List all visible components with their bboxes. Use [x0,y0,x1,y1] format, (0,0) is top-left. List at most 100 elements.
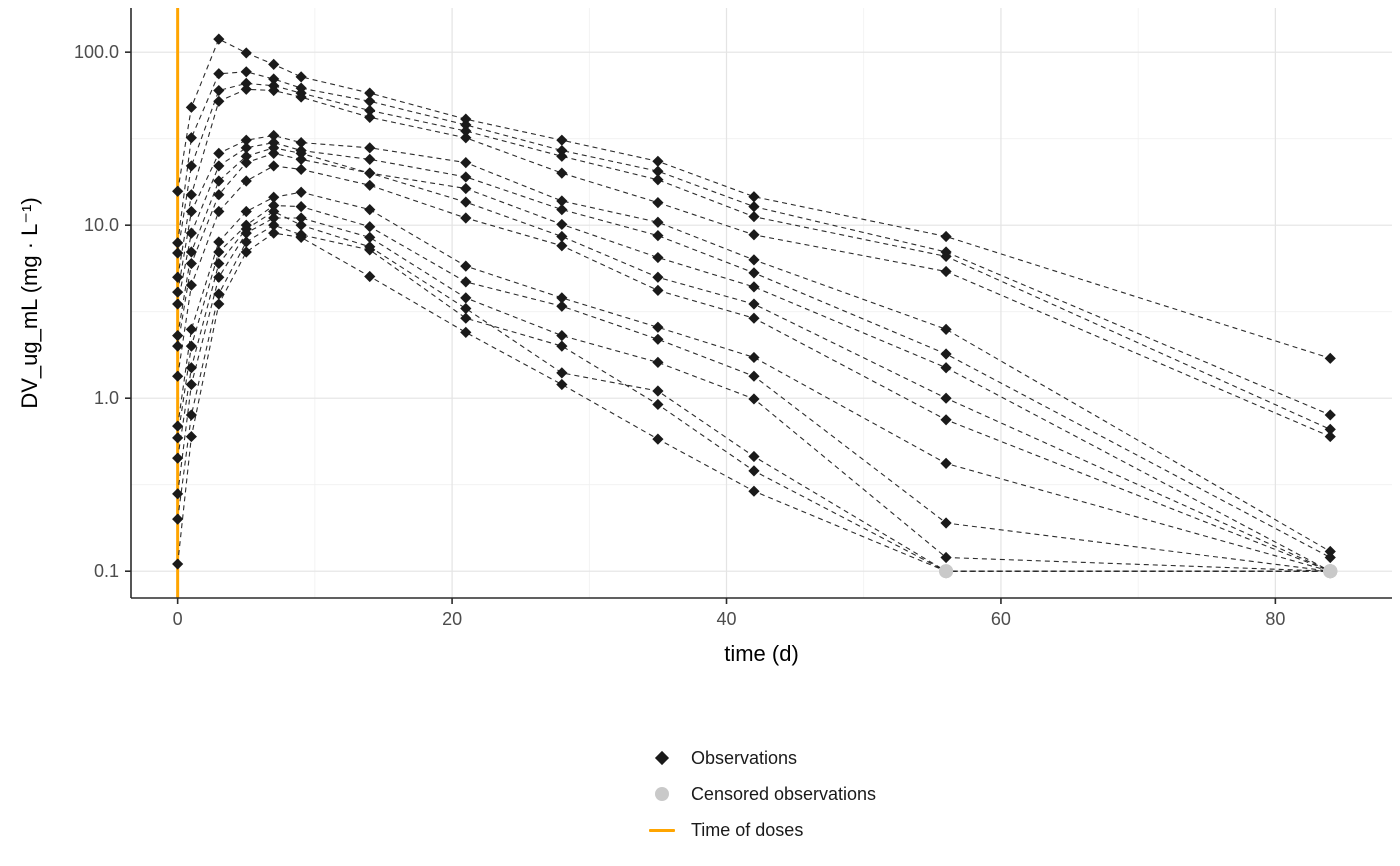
observation-marker [172,432,184,444]
svg-text:10.0: 10.0 [84,215,119,235]
observation-marker [240,83,252,95]
observation-marker [364,231,376,243]
observation-marker [185,409,197,421]
observation-marker [748,370,760,382]
observation-marker [1324,409,1336,421]
legend-symbol-cell [647,750,677,766]
observation-marker [1324,551,1336,564]
observation-marker [240,47,252,59]
observation-marker [172,330,184,342]
censored-points [939,564,1338,579]
observation-marker [1324,423,1336,436]
observation-marker [185,160,197,172]
observation-marker [460,113,472,125]
observation-marker [172,185,184,197]
observation-marker [172,237,184,249]
observation-marker [748,351,760,364]
observation-marker [268,73,280,85]
observation-marker [172,452,184,464]
observation-marker [213,298,225,310]
observation-marker [460,119,472,131]
observation-marker [748,465,760,477]
observation-marker [268,160,280,172]
observation-marker [172,340,184,352]
observation-marker [652,271,664,283]
observation-marker [1324,430,1336,443]
observation-marker [748,450,760,463]
observation-marker [940,265,952,278]
observation-marker [185,279,197,291]
observation-marker [172,558,184,570]
observation-marker [556,340,568,352]
subject-line [177,165,1331,572]
observation-marker [172,420,184,432]
svg-text:40: 40 [716,609,736,629]
observation-marker [240,223,252,235]
observation-marker [364,104,376,117]
observation-marker [652,216,664,228]
svg-text:60: 60 [991,609,1011,629]
observation-marker [748,201,760,213]
observation-marker [460,326,472,339]
svg-text:0.1: 0.1 [94,561,119,581]
concentration-time-chart: 0 20 40 60 80 0.1 1.0 10.0 100.0 [74,8,1392,629]
observation-marker [213,147,225,159]
observation-marker [556,378,568,391]
observation-marker [940,392,952,404]
observation-marker [185,362,197,374]
observation-marker [172,488,184,500]
svg-text:20: 20 [442,609,462,629]
legend-symbol-cell [647,828,677,832]
observation-marker [556,134,568,146]
observation-marker [652,174,664,186]
observation-marker [295,91,307,103]
observation-marker [268,227,280,239]
observation-marker [213,205,225,218]
observation-marker [185,323,197,335]
legend-item-observations: Observations [647,740,797,776]
observation-marker [185,132,197,144]
observation-marker [213,271,225,283]
observation-marker [940,551,952,564]
observation-marker [295,186,307,198]
observation-marker [268,219,280,231]
observation-marker [748,191,760,203]
observation-marker [213,257,225,270]
observation-marker [364,179,376,191]
observation-marker [460,212,472,224]
observation-marker [748,312,760,324]
observation-marker [556,204,568,216]
observation-marker [652,197,664,209]
observation-marker [748,229,760,241]
subject-line [177,71,1331,416]
svg-text:80: 80 [1265,609,1285,629]
observation-marker [268,129,280,142]
observation-marker [748,298,760,310]
observation-marker [940,517,952,529]
observation-marker [364,221,376,233]
observation-marker [748,281,760,293]
observation-marker [652,155,664,167]
observation-marker [240,175,252,187]
observation-marker [240,205,252,218]
observation-marker [295,137,307,149]
observation-marker [240,134,252,146]
legend-label-time-of-doses: Time of doses [690,819,804,840]
observation-marker [556,230,568,243]
observation-marker [240,150,252,162]
observation-marker [240,142,252,154]
observation-marker [364,111,376,123]
observation-marker [172,247,184,259]
observation-marker [295,147,307,159]
observation-marker [556,240,568,252]
observation-marker [1324,545,1336,558]
observation-marker [240,66,252,78]
observation-marker [460,132,472,144]
observation-marker [172,286,184,298]
observation-marker [940,348,952,360]
observation-marker [460,260,472,272]
observation-marker [748,211,760,223]
observation-marker [213,68,225,80]
observation-marker [748,254,760,266]
observation-marker [268,147,280,159]
